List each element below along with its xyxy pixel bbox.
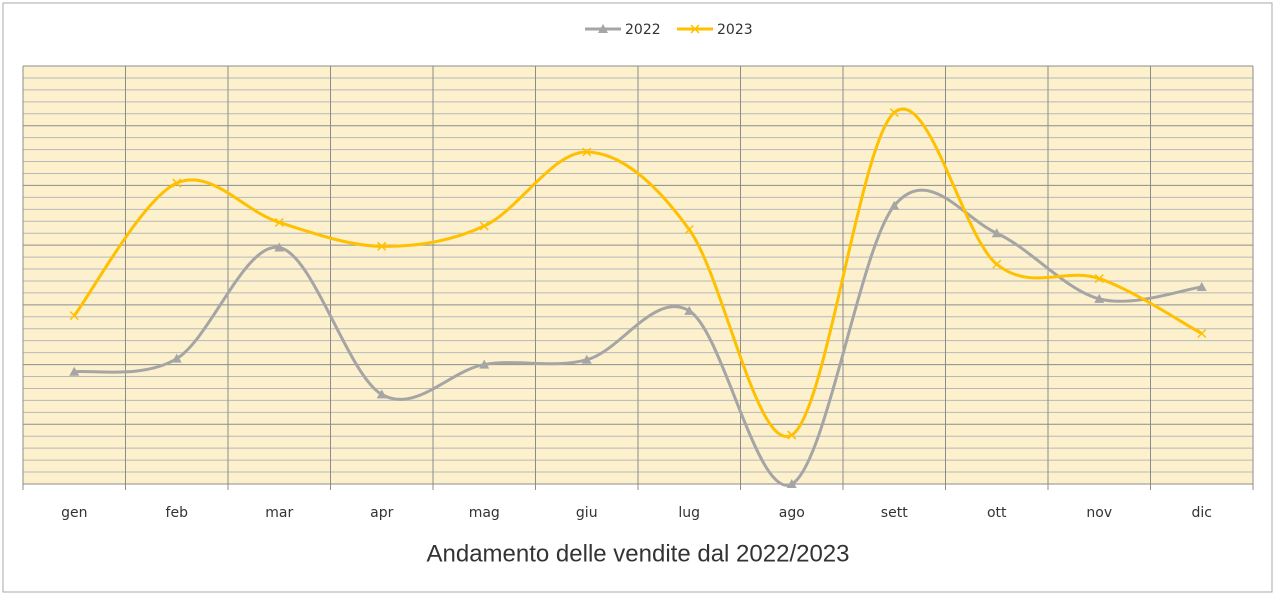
marker: [690, 24, 700, 34]
marker: [479, 221, 489, 231]
marker: [1094, 274, 1104, 284]
marker: [377, 241, 387, 251]
marker: [479, 359, 490, 369]
marker: [69, 311, 79, 321]
marker: [787, 430, 797, 440]
marker: [889, 108, 899, 118]
legend-label: 2022: [625, 22, 661, 38]
marker: [1094, 293, 1105, 303]
x-tick-label: nov: [1086, 505, 1112, 521]
marker: [274, 217, 284, 227]
chart-title: Andamento delle vendite dal 2022/2023: [427, 540, 850, 567]
x-tick-label: sett: [881, 505, 908, 521]
x-tick-label: ott: [987, 505, 1007, 521]
x-tick-label: mag: [469, 505, 500, 521]
marker: [69, 366, 80, 376]
x-tick-label: lug: [678, 505, 700, 521]
marker: [582, 147, 592, 157]
marker: [889, 200, 900, 210]
marker: [684, 305, 695, 315]
marker: [172, 178, 182, 188]
marker: [992, 259, 1002, 269]
x-tick-label: gen: [61, 505, 87, 521]
marker: [171, 353, 182, 363]
marker: [581, 354, 592, 364]
x-tick-label: giu: [576, 505, 598, 521]
legend-label: 2023: [717, 22, 753, 38]
legend: 2022 2023: [585, 22, 753, 38]
marker: [1197, 328, 1207, 339]
marker: [684, 225, 694, 235]
marker: [1196, 281, 1207, 291]
x-tick-label: apr: [370, 505, 393, 521]
marker: [274, 242, 285, 252]
x-tick-label: feb: [166, 505, 189, 521]
marker: [991, 228, 1002, 238]
marker: [786, 479, 797, 488]
x-tick-label: mar: [265, 505, 293, 521]
marker: [376, 389, 387, 399]
x-tick-label: dic: [1192, 505, 1212, 521]
marker: [598, 24, 608, 33]
x-tick-label: ago: [779, 505, 805, 521]
